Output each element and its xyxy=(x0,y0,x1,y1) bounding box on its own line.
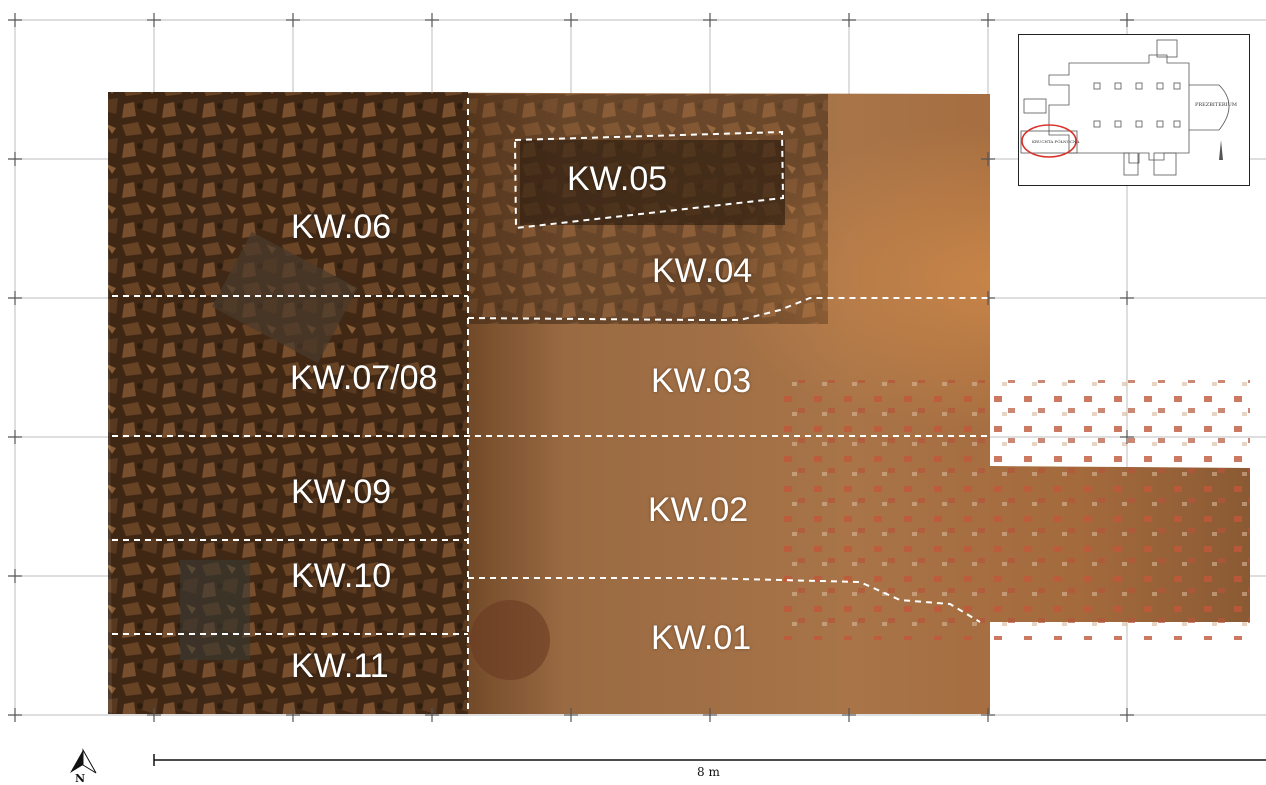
north-letter: N xyxy=(75,772,86,785)
inset-church-plan: PREZBITERIUM KRUCHTA PÓŁNOCNA xyxy=(1018,34,1250,186)
inset-label-highlighted-room: KRUCHTA PÓŁNOCNA xyxy=(1032,139,1080,144)
scale-bar xyxy=(153,754,1266,766)
section-label-kw04: KW.04 xyxy=(652,252,753,290)
highlight-ellipse xyxy=(1021,124,1077,158)
section-label-kw06: KW.06 xyxy=(291,208,392,246)
section-label-kw03: KW.03 xyxy=(651,362,752,400)
inset-label-presbytery: PREZBITERIUM xyxy=(1195,102,1237,108)
scale-bar-label: 8 m xyxy=(697,765,720,779)
section-label-kw05: KW.05 xyxy=(567,160,668,198)
section-label-kw0708: KW.07/08 xyxy=(290,359,438,397)
plus-grid-marker-icon xyxy=(8,13,1134,722)
inset-plan-drawing xyxy=(1020,39,1230,176)
inset-north-icon xyxy=(1219,140,1223,160)
excavation-orthophoto xyxy=(108,92,1250,714)
section-label-kw10: KW.10 xyxy=(291,557,392,595)
section-label-kw02: KW.02 xyxy=(648,491,749,529)
section-label-kw09: KW.09 xyxy=(291,473,392,511)
north-arrow-icon xyxy=(70,748,97,774)
section-label-kw01: KW.01 xyxy=(651,619,752,657)
section-boundaries xyxy=(112,98,988,712)
section-label-kw11: KW.11 xyxy=(291,647,389,685)
